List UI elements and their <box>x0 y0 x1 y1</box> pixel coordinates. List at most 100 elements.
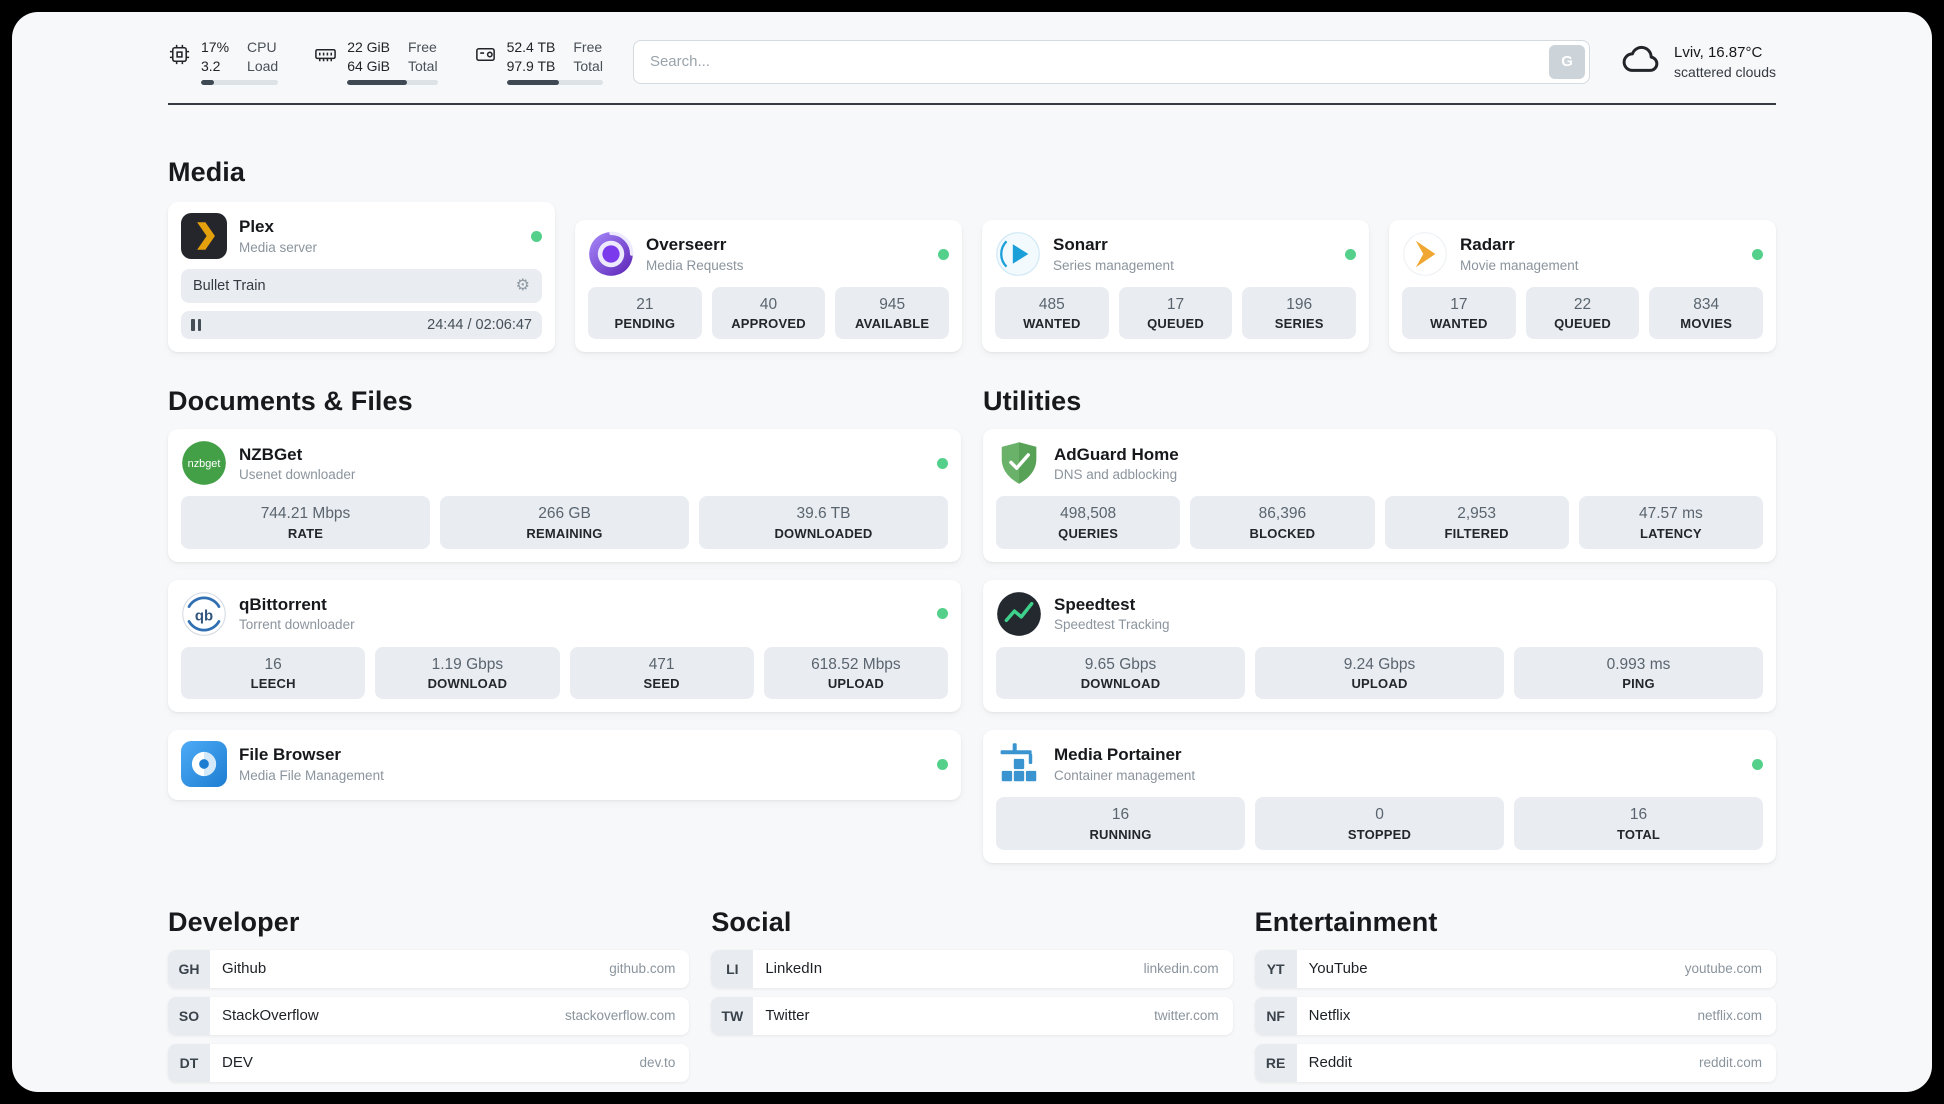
stat-tile: 22 QUEUED <box>1525 287 1640 340</box>
stat-tile: 16 LEECH <box>181 646 366 700</box>
app-card-overseerr[interactable]: Overseerr Media Requests 21 PENDING 40 A… <box>575 220 962 353</box>
stat-value: 16 <box>1629 806 1648 824</box>
bookmark-stackoverflow[interactable]: SO StackOverflow stackoverflow.com <box>168 996 690 1035</box>
stat-value: 22 <box>1573 296 1592 313</box>
bookmark-twitter[interactable]: TW Twitter twitter.com <box>711 996 1233 1035</box>
section-title-entertainment: Entertainment <box>1254 906 1438 937</box>
system-metrics: 17% 3.2 CPU Load <box>168 38 603 85</box>
search-engine-button[interactable]: G <box>1549 44 1586 79</box>
bookmark-youtube[interactable]: YT YouTube youtube.com <box>1254 949 1776 988</box>
bookmark-url: twitter.com <box>1154 1008 1219 1023</box>
stat-value: 9.24 Gbps <box>1343 655 1416 673</box>
stat-value: 834 <box>1693 296 1720 313</box>
stat-value: 196 <box>1286 296 1313 313</box>
app-name: AdGuard Home <box>1054 444 1179 464</box>
stat-value: 39.6 TB <box>796 505 851 523</box>
disk-metric: 52.4 TB 97.9 TB Free Total <box>474 38 603 85</box>
bookmark-url: github.com <box>609 961 676 976</box>
stat-label: STOPPED <box>1347 826 1412 842</box>
app-card-qbittorrent[interactable]: qb qBittorrent Torrent downloader 16 LEE… <box>168 579 961 713</box>
app-subtitle: Media server <box>239 239 318 255</box>
app-card-adguard[interactable]: AdGuard Home DNS and adblocking 498,508 … <box>983 429 1776 562</box>
search-input[interactable] <box>632 39 1591 84</box>
stat-tile: 39.6 TB DOWNLOADED <box>699 496 948 549</box>
ram-total-label: Total <box>408 57 438 74</box>
stat-label: RUNNING <box>1089 826 1152 842</box>
overseerr-icon <box>588 231 634 277</box>
cloud-icon <box>1620 38 1662 85</box>
stat-value: 498,508 <box>1060 505 1117 523</box>
status-dot <box>1345 248 1356 260</box>
app-card-portainer[interactable]: Media Portainer Container management 16 … <box>983 730 1776 863</box>
bookmark-url: linkedin.com <box>1143 961 1219 976</box>
stat-label: WANTED <box>1430 316 1488 332</box>
qbittorrent-icon: qb <box>181 591 227 637</box>
bookmark-reddit[interactable]: RE Reddit reddit.com <box>1254 1043 1776 1082</box>
status-dot <box>531 230 542 242</box>
app-subtitle: Speedtest Tracking <box>1054 617 1170 633</box>
app-subtitle: Usenet downloader <box>239 467 356 483</box>
bookmark-name: YouTube <box>1308 960 1368 977</box>
section-title-developer: Developer <box>168 906 300 937</box>
cpu-progress-bar <box>201 79 279 85</box>
status-dot <box>937 758 948 770</box>
stat-value: 21 <box>636 296 654 313</box>
stat-tile: 266 GB REMAINING <box>440 496 689 549</box>
app-card-nzbget[interactable]: nzbget NZBGet Usenet downloader 744.21 M… <box>168 429 961 562</box>
disk-progress-bar <box>506 79 603 85</box>
stat-tile: 9.24 Gbps UPLOAD <box>1255 646 1504 700</box>
app-card-radarr[interactable]: Radarr Movie management 17 WANTED 22 QUE… <box>1389 220 1776 353</box>
bookmark-linkedin[interactable]: LI LinkedIn linkedin.com <box>711 949 1233 988</box>
pause-icon[interactable] <box>191 319 201 331</box>
disk-total-label: Total <box>573 57 603 74</box>
bookmark-name: Reddit <box>1308 1054 1353 1071</box>
stat-label: UPLOAD <box>827 676 884 692</box>
ram-metric: 22 GiB 64 GiB Free Total <box>314 38 438 85</box>
bookmark-github[interactable]: GH Github github.com <box>168 949 690 988</box>
stat-tile: 196 SERIES <box>1242 287 1357 340</box>
stat-label: SEED <box>643 676 680 692</box>
app-name: NZBGet <box>239 444 303 464</box>
disk-total-value: 97.9 TB <box>506 57 556 74</box>
status-dot <box>1752 758 1763 770</box>
documents-column: Documents & Files nzbget NZBGet Usenet d… <box>168 386 961 862</box>
bookmark-url: dev.to <box>639 1055 676 1070</box>
section-title-utilities: Utilities <box>983 386 1082 417</box>
stat-tile: 834 MOVIES <box>1649 287 1764 340</box>
bookmark-name: Github <box>222 960 267 977</box>
bookmark-netflix[interactable]: NF Netflix netflix.com <box>1254 996 1776 1035</box>
stat-label: AVAILABLE <box>855 316 930 332</box>
app-subtitle: Media File Management <box>239 767 384 783</box>
stat-value: 1.19 Gbps <box>431 655 504 673</box>
stat-value: 17 <box>1450 296 1468 313</box>
stat-value: 744.21 Mbps <box>260 505 351 523</box>
status-dot <box>937 457 948 469</box>
stat-label: DOWNLOAD <box>1080 676 1161 692</box>
playback-time: 24:44 / 02:06:47 <box>427 317 532 333</box>
stat-value: 266 GB <box>538 505 591 523</box>
app-card-sonarr[interactable]: Sonarr Series management 485 WANTED 17 Q… <box>982 220 1369 353</box>
app-card-plex[interactable]: Plex Media server Bullet Train ⚙ 24:44 /… <box>168 202 555 353</box>
stat-label: PING <box>1622 676 1655 692</box>
ram-total-value: 64 GiB <box>347 57 390 74</box>
bookmark-badge: DT <box>168 1043 210 1082</box>
stat-tile: 17 QUEUED <box>1118 287 1233 340</box>
bookmark-dev[interactable]: DT DEV dev.to <box>168 1043 690 1082</box>
app-name: File Browser <box>239 745 342 765</box>
app-card-speedtest[interactable]: Speedtest Speedtest Tracking 9.65 Gbps D… <box>983 579 1776 713</box>
app-card-filebrowser[interactable]: File Browser Media File Management <box>168 730 961 801</box>
top-bar: 17% 3.2 CPU Load <box>168 38 1776 85</box>
section-title-documents: Documents & Files <box>168 386 413 417</box>
bookmark-url: stackoverflow.com <box>565 1008 676 1023</box>
bookmark-badge: YT <box>1254 949 1297 988</box>
stat-label: PENDING <box>614 316 676 332</box>
app-subtitle: Movie management <box>1460 257 1579 273</box>
ram-free-label: Free <box>408 39 437 56</box>
stat-value: 9.65 Gbps <box>1084 655 1157 673</box>
stat-tile: 9.65 Gbps DOWNLOAD <box>996 646 1245 700</box>
stat-tile: 945 AVAILABLE <box>835 287 950 340</box>
bookmark-badge: NF <box>1254 996 1297 1035</box>
settings-gear-icon[interactable]: ⚙ <box>515 277 530 294</box>
nzbget-icon: nzbget <box>181 440 227 486</box>
stat-tile: 744.21 Mbps RATE <box>181 496 430 549</box>
